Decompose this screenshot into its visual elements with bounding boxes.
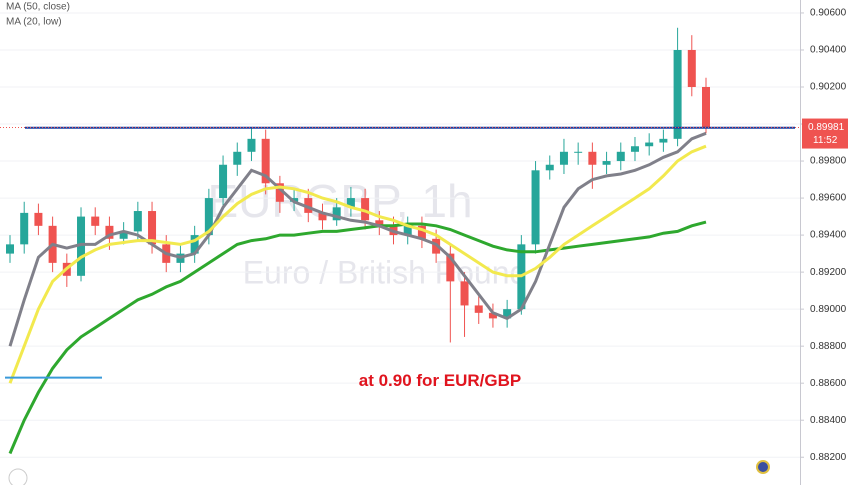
candle-body	[361, 198, 370, 221]
candle-body	[91, 216, 100, 226]
y-tick-label: 0.88800	[810, 341, 847, 352]
candle-body	[332, 207, 341, 221]
candle-body	[659, 138, 668, 143]
candle-body	[275, 183, 284, 202]
candle-body	[488, 312, 497, 319]
candle-body	[261, 138, 270, 184]
candle-body	[602, 161, 611, 165]
y-tick-label: 0.89400	[810, 230, 847, 241]
ma-line	[8, 144, 707, 384]
candle-body	[545, 164, 554, 171]
ma-line	[8, 131, 707, 347]
candle-body	[204, 198, 213, 236]
y-tick-label: 0.88600	[810, 378, 847, 389]
last-price-label: 0.89981	[808, 122, 845, 133]
y-axis: 0.906000.904000.902000.900000.898000.896…	[800, 8, 848, 463]
time-label: 11:52	[813, 135, 838, 146]
candle-body	[318, 212, 327, 221]
y-tick-label: 0.89800	[810, 156, 847, 167]
flag-icon[interactable]	[756, 460, 770, 474]
y-tick-label: 0.90400	[810, 45, 847, 56]
candle-body	[574, 151, 583, 153]
candle-body	[77, 216, 86, 276]
candle-body	[446, 253, 455, 282]
candle-body	[460, 281, 469, 306]
plot	[0, 27, 800, 455]
candle-body	[105, 225, 114, 239]
y-tick-label: 0.89600	[810, 193, 847, 204]
candle-body	[702, 87, 710, 128]
legend-label: MA (20, low)	[6, 17, 62, 28]
y-tick-label: 0.90200	[810, 82, 847, 93]
candle-body	[687, 49, 696, 88]
candle-body	[531, 170, 540, 245]
candle-body	[616, 151, 625, 162]
candle-body	[559, 151, 568, 165]
candle-body	[6, 244, 14, 254]
y-tick-label: 0.88200	[810, 452, 847, 463]
candle-body	[233, 151, 242, 165]
candle-body	[34, 212, 43, 226]
ma-line	[8, 220, 707, 455]
candle-body	[474, 305, 483, 313]
candle-body	[403, 225, 412, 236]
annotation: at 0.90 for EUR/GBP	[359, 371, 522, 390]
candle-body	[630, 146, 639, 152]
candle-body	[119, 231, 128, 239]
grid	[0, 12, 800, 458]
candle-body	[673, 49, 682, 139]
candle-body	[588, 151, 597, 165]
y-tick-label: 0.89000	[810, 304, 847, 315]
candle-body	[375, 220, 384, 226]
candle-body	[346, 198, 355, 208]
candle-body	[417, 225, 426, 239]
y-tick-label: 0.89200	[810, 267, 847, 278]
candle-body	[190, 235, 199, 254]
y-tick-label: 0.90600	[810, 8, 847, 19]
candle-body	[20, 212, 29, 245]
candle-body	[503, 309, 512, 319]
candle-body	[133, 211, 142, 232]
candle-body	[304, 198, 313, 213]
legend: MA (50, close) MA (20, low)	[6, 2, 70, 28]
last-price-box	[802, 118, 848, 149]
candle-body	[148, 211, 157, 245]
candle-body	[219, 164, 228, 199]
logo-icon[interactable]	[8, 468, 28, 485]
y-tick-label: 0.88400	[810, 415, 847, 426]
legend-label: MA (50, close)	[6, 2, 70, 13]
candle-body	[645, 142, 654, 147]
candle-body	[247, 138, 256, 152]
